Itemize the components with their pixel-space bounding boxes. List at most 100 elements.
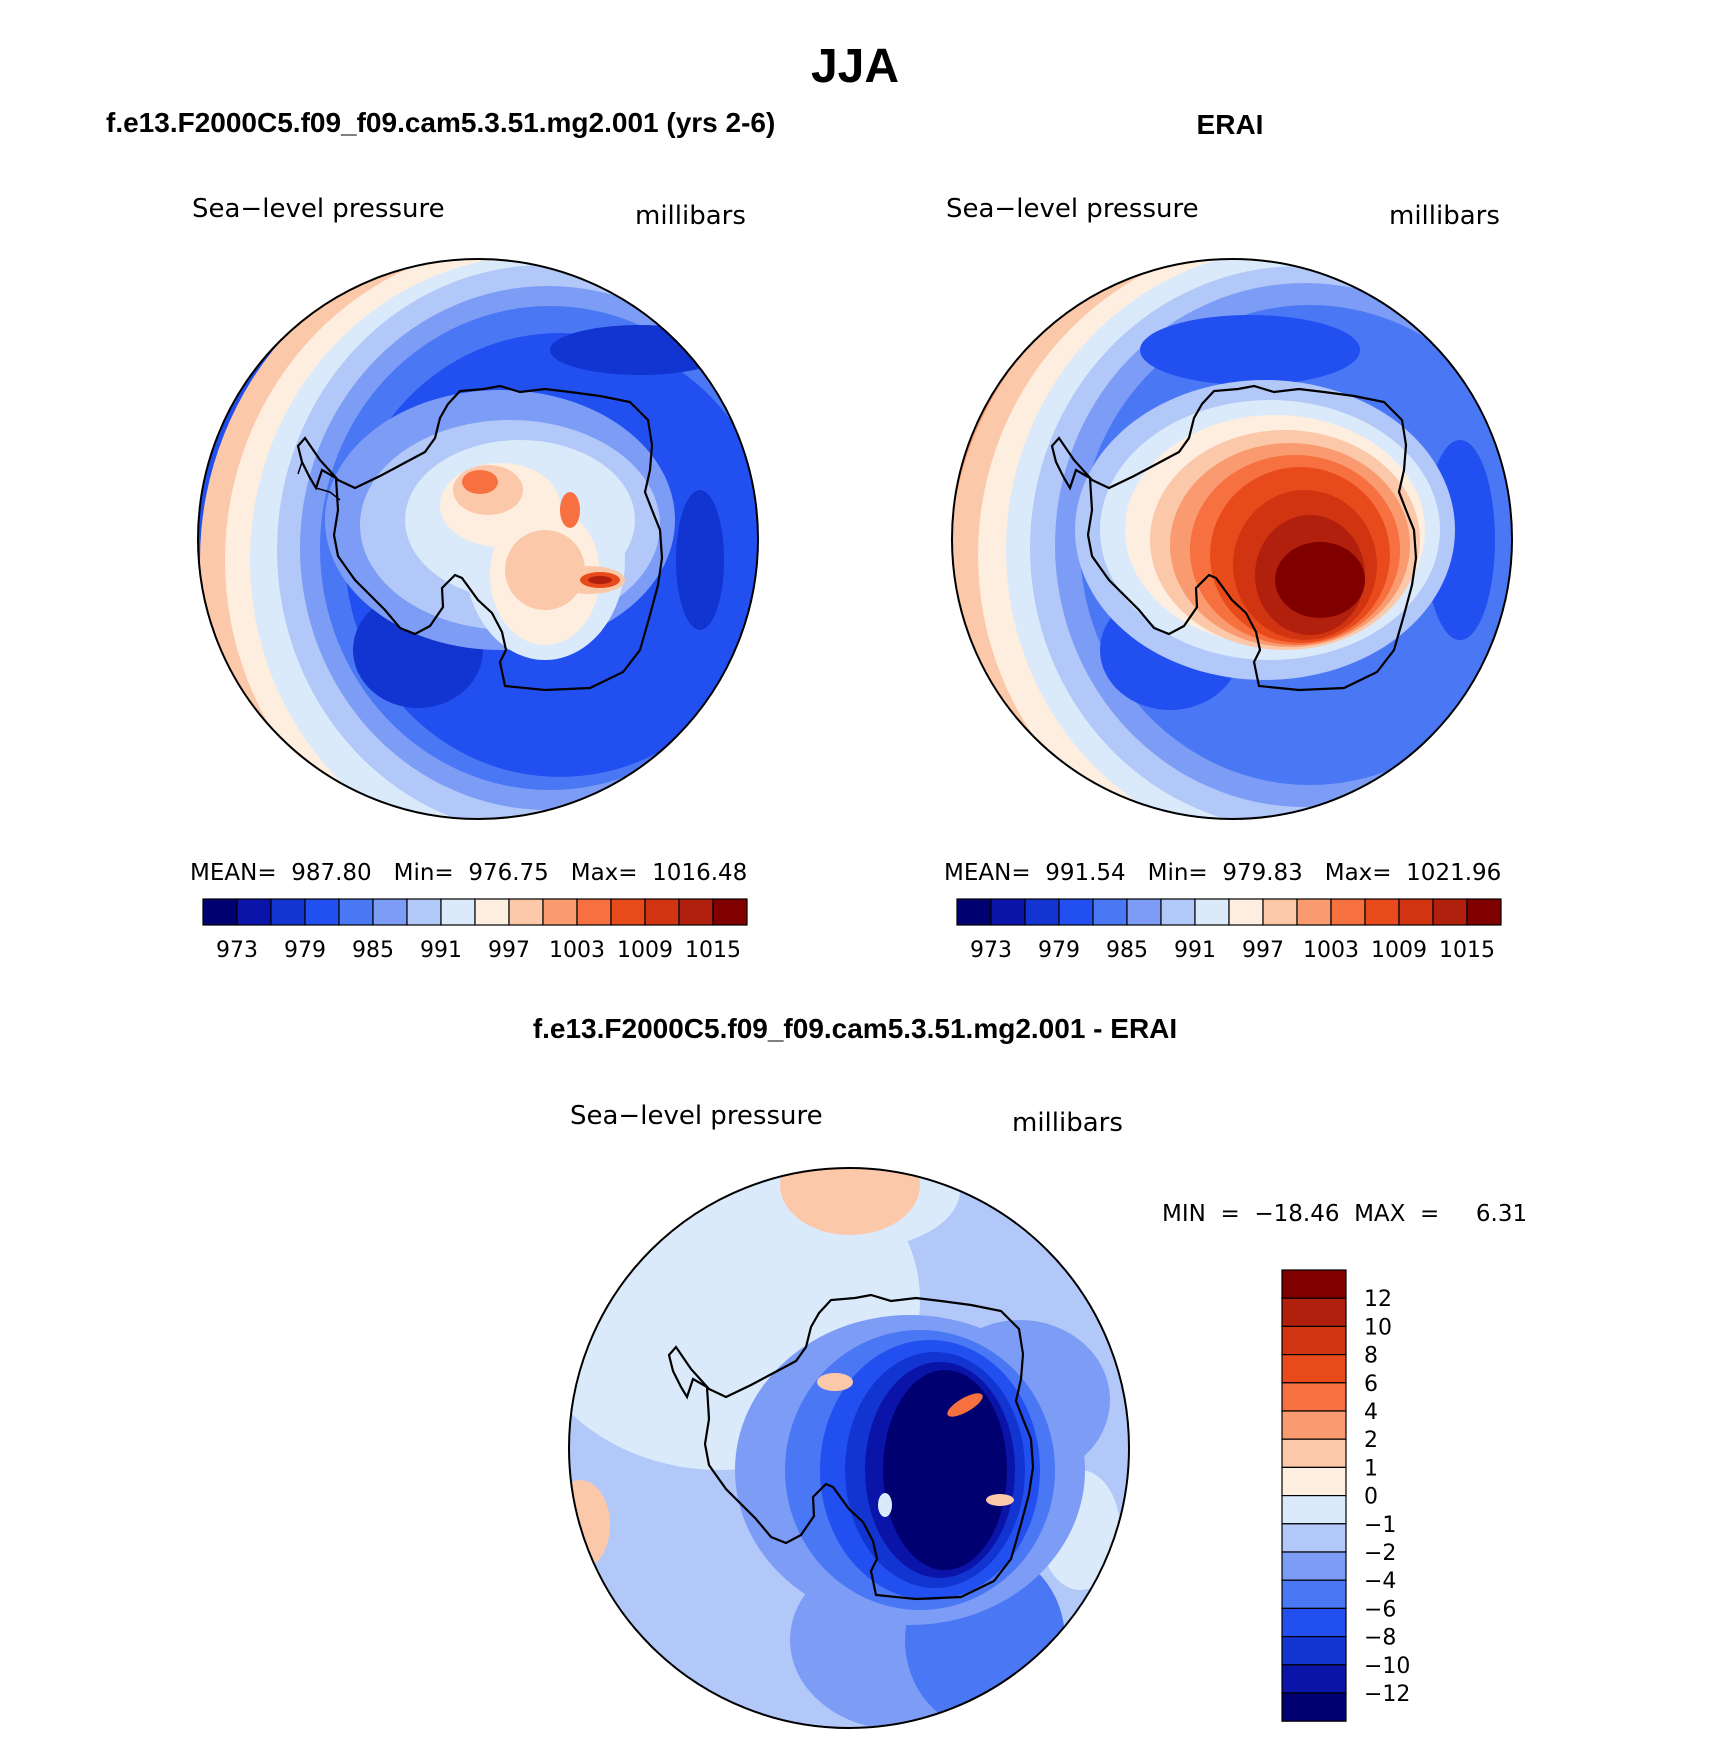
colorbar-swatch [1160, 898, 1196, 926]
colorbar-swatch [678, 898, 714, 926]
colorbar-tick-label: 2 [1364, 1428, 1378, 1453]
panel-erai-title: ERAI [1197, 109, 1264, 140]
colorbar-swatch [712, 898, 748, 926]
panel-model-stats: MEAN= 987.80 Min= 976.75 Max= 1016.48 [190, 860, 747, 886]
colorbar-swatch [1432, 898, 1468, 926]
colorbar-tick-label: 973 [216, 938, 258, 963]
colorbar-swatch [1281, 1438, 1347, 1468]
colorbar-swatch [270, 898, 306, 926]
panel-difference: f.e13.F2000C5.f09_f09.cam5.3.51.mg2.001 … [533, 1013, 1527, 1729]
colorbar-swatch [542, 898, 578, 926]
panel-model-title: f.e13.F2000C5.f09_f09.cam5.3.51.mg2.001 … [106, 107, 775, 138]
panel-model-units: millibars [635, 201, 746, 231]
colorbar-swatch [1281, 1269, 1347, 1299]
colorbar-tick-label: −1 [1364, 1513, 1396, 1538]
colorbar-tick-label: 991 [420, 938, 462, 963]
colorbar-swatch [1058, 898, 1094, 926]
figure-title: JJA [811, 40, 899, 93]
colorbar-swatch [1281, 1466, 1347, 1497]
colorbar-swatch [644, 898, 680, 926]
colorbar-tick-label: −10 [1364, 1654, 1410, 1679]
colorbar-tick-label: −12 [1364, 1682, 1410, 1707]
colorbar-tick-label: 6 [1364, 1372, 1378, 1397]
colorbar-tick-label: 8 [1364, 1344, 1378, 1369]
panel-erai-variable: Sea−level pressure [946, 194, 1199, 224]
colorbar-swatch [1296, 898, 1332, 926]
panel-erai-map [952, 259, 1512, 819]
colorbar-swatch [1281, 1382, 1347, 1412]
colorbar-tick-label: 997 [1242, 938, 1284, 963]
colorbar-swatch [1281, 1635, 1347, 1666]
colorbar-swatch [372, 898, 408, 926]
colorbar-swatch [1281, 1297, 1347, 1327]
colorbar-swatch [1194, 898, 1230, 926]
panel-model-variable: Sea−level pressure [192, 194, 445, 224]
colorbar-swatch [508, 898, 544, 926]
colorbar-swatch [474, 898, 510, 926]
colorbar-swatch [1281, 1523, 1347, 1553]
colorbar-swatch [990, 898, 1026, 926]
colorbar-tick-label: 985 [1106, 938, 1148, 963]
difference-title: f.e13.F2000C5.f09_f09.cam5.3.51.mg2.001 … [533, 1013, 1177, 1044]
panel-erai-units: millibars [1389, 201, 1500, 231]
colorbar-tick-label: 12 [1364, 1287, 1392, 1312]
colorbar-swatch [1281, 1494, 1347, 1525]
panel-erai-colorbar: 973 979 985 991 997 1003 1009 1015 [956, 898, 1502, 963]
colorbar-tick-label: 985 [352, 938, 394, 963]
colorbar-swatch [1281, 1551, 1347, 1581]
colorbar-tick-label: 979 [1038, 938, 1080, 963]
colorbar-swatch [236, 898, 272, 926]
panel-model-map-border [197, 258, 759, 820]
colorbar-swatch [1281, 1664, 1347, 1694]
panel-difference-units: millibars [1012, 1108, 1123, 1138]
colorbar-swatch [1281, 1325, 1347, 1356]
panel-model: f.e13.F2000C5.f09_f09.cam5.3.51.mg2.001 … [106, 107, 775, 963]
colorbar-tick-label: −6 [1364, 1597, 1396, 1622]
colorbar-tick-label: 1015 [685, 938, 741, 963]
colorbar-swatch [576, 898, 612, 926]
colorbar-swatch [202, 898, 238, 926]
colorbar-swatch [610, 898, 646, 926]
colorbar-swatch [1281, 1607, 1347, 1638]
panel-model-map [198, 259, 758, 819]
colorbar-tick-label: 0 [1364, 1485, 1378, 1510]
colorbar-swatch [1262, 898, 1298, 926]
colorbar-tick-label: 10 [1364, 1315, 1392, 1340]
colorbar-tick-label: 973 [970, 938, 1012, 963]
colorbar-tick-label: 1009 [1371, 938, 1427, 963]
panel-model-colorbar: 973 979 985 991 997 1003 1009 1015 [202, 898, 748, 963]
panel-erai: ERAI Sea−level pressure millibars [944, 109, 1513, 963]
colorbar-swatch [440, 898, 476, 926]
colorbar-tick-label: 4 [1364, 1400, 1378, 1425]
colorbar-swatch [406, 898, 442, 926]
colorbar-tick-label: 991 [1174, 938, 1216, 963]
colorbar-tick-label: −4 [1364, 1569, 1396, 1594]
colorbar-tick-label: −2 [1364, 1541, 1396, 1566]
colorbar-tick-label: 1009 [617, 938, 673, 963]
colorbar-swatch [1024, 898, 1060, 926]
colorbar-swatch [1398, 898, 1434, 926]
colorbar-swatch [1364, 898, 1400, 926]
colorbar-swatch [1126, 898, 1162, 926]
colorbar-tick-label: 1 [1364, 1456, 1378, 1481]
colorbar-tick-label: 997 [488, 938, 530, 963]
colorbar-swatch [1330, 898, 1366, 926]
panel-difference-map-border [568, 1167, 1130, 1729]
colorbar-tick-label: 1003 [1303, 938, 1359, 963]
colorbar-swatch [1281, 1579, 1347, 1609]
panel-difference-map [569, 1168, 1129, 1728]
panel-erai-map-border [951, 258, 1513, 820]
colorbar-swatch [1092, 898, 1128, 926]
panel-difference-variable: Sea−level pressure [570, 1101, 823, 1131]
colorbar-tick-label: 1003 [549, 938, 605, 963]
colorbar-swatch [1228, 898, 1264, 926]
colorbar-swatch [1281, 1353, 1347, 1384]
colorbar-swatch [1281, 1692, 1347, 1722]
colorbar-swatch [1466, 898, 1502, 926]
panel-erai-stats: MEAN= 991.54 Min= 979.83 Max= 1021.96 [944, 860, 1501, 886]
colorbar-swatch [1281, 1410, 1347, 1440]
colorbar-tick-label: −8 [1364, 1626, 1396, 1651]
panel-difference-stats: MIN = −18.46 MAX = 6.31 [1162, 1201, 1527, 1227]
colorbar-tick-label: 1015 [1439, 938, 1495, 963]
